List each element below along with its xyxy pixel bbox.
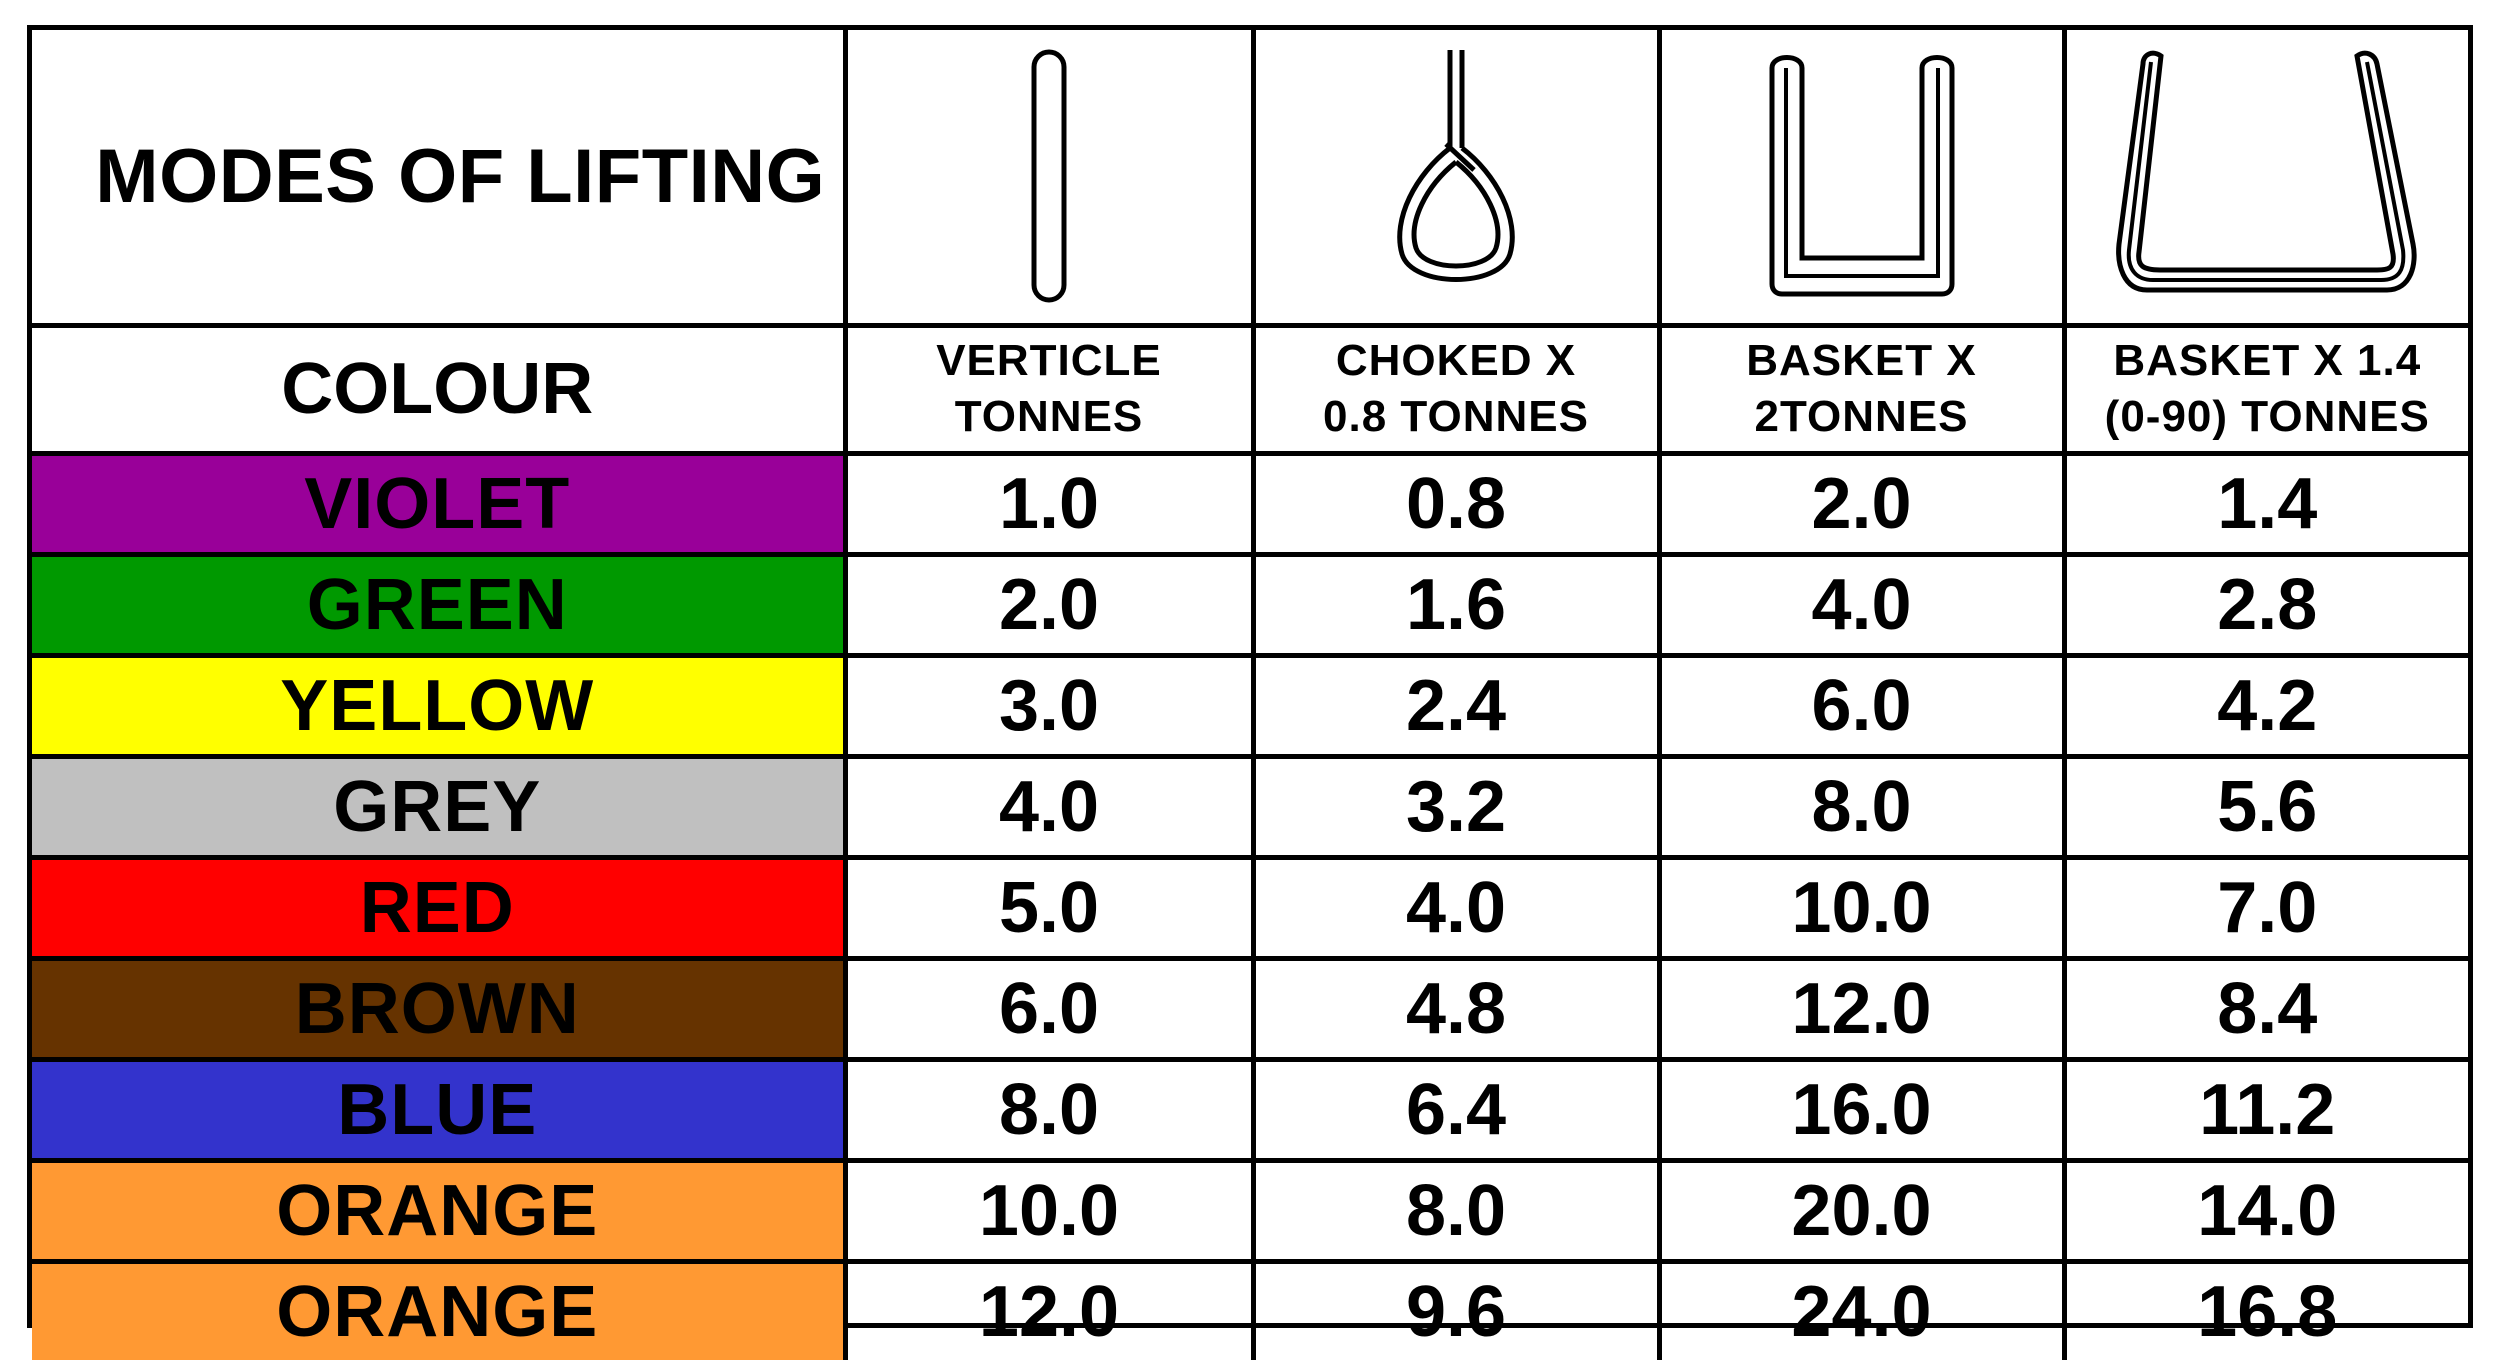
capacity-value: 14.0: [2061, 1157, 2468, 1264]
mode-header-vertical: VERTICLE TONNES: [842, 322, 1256, 456]
colour-cell: RED: [32, 854, 848, 961]
capacity-value: 6.4: [1250, 1056, 1662, 1163]
table-row: ORANGE 10.0 8.0 20.0 14.0: [32, 1157, 2468, 1264]
colour-cell: BLUE: [32, 1056, 848, 1163]
capacity-value: 1.4: [2061, 450, 2468, 557]
table-row: GREEN 2.0 1.6 4.0 2.8: [32, 551, 2468, 658]
capacity-value: 16.8: [2061, 1258, 2468, 1360]
capacity-value: 1.0: [842, 450, 1256, 557]
capacity-value: 2.0: [842, 551, 1256, 658]
mode-header-line1: VERTICLE: [936, 336, 1162, 385]
basket-sling-cell: [1656, 30, 2067, 328]
capacity-value: 2.8: [2061, 551, 2468, 658]
colour-cell: GREEN: [32, 551, 848, 658]
choked-sling-icon: [1397, 50, 1515, 283]
mode-header-line2: TONNES: [954, 392, 1144, 441]
table-row: VIOLET 1.0 0.8 2.0 1.4: [32, 450, 2468, 557]
capacity-value: 5.0: [842, 854, 1256, 961]
mode-header-angled-basket: BASKET X 1.4 (0-90) TONNES: [2061, 322, 2468, 456]
colour-cell: YELLOW: [32, 652, 848, 759]
mode-header-line2: (0-90) TONNES: [2104, 392, 2430, 441]
capacity-value: 4.8: [1250, 955, 1662, 1062]
capacity-value: 4.0: [842, 753, 1256, 860]
table-row: RED 5.0 4.0 10.0 7.0: [32, 854, 2468, 961]
mode-header-basket: BASKET X 2TONNES: [1656, 322, 2067, 456]
capacity-value: 4.2: [2061, 652, 2468, 759]
capacity-value: 12.0: [1656, 955, 2067, 1062]
capacity-value: 8.0: [1656, 753, 2067, 860]
colour-cell: ORANGE: [32, 1258, 848, 1360]
capacity-value: 10.0: [842, 1157, 1256, 1264]
mode-header-choked: CHOKED X 0.8 TONNES: [1250, 322, 1662, 456]
capacity-value: 9.6: [1250, 1258, 1662, 1360]
capacity-value: 6.0: [1656, 652, 2067, 759]
mode-header-line2: 0.8 TONNES: [1323, 392, 1589, 441]
table-row: GREY 4.0 3.2 8.0 5.6: [32, 753, 2468, 860]
choked-sling-cell: [1250, 30, 1662, 328]
colour-header: COLOUR: [32, 322, 848, 456]
vertical-sling-icon: [1031, 49, 1067, 303]
header-row: COLOUR VERTICLE TONNES CHOKED X 0.8 TONN…: [32, 322, 2468, 456]
capacity-value: 24.0: [1656, 1258, 2067, 1360]
vertical-sling-cell: [842, 30, 1256, 328]
colour-cell: ORANGE: [32, 1157, 848, 1264]
capacity-value: 11.2: [2061, 1056, 2468, 1163]
colour-cell: VIOLET: [32, 450, 848, 557]
capacity-value: 2.0: [1656, 450, 2067, 557]
capacity-value: 8.0: [842, 1056, 1256, 1163]
lifting-chart: MODES OF LIFTING: [27, 25, 2473, 1360]
capacity-value: 2.4: [1250, 652, 1662, 759]
capacity-value: 6.0: [842, 955, 1256, 1062]
capacity-value: 3.2: [1250, 753, 1662, 860]
colour-cell: GREY: [32, 753, 848, 860]
capacity-value: 8.0: [1250, 1157, 1662, 1264]
capacity-value: 3.0: [842, 652, 1256, 759]
basket-sling-icon: [1769, 55, 1954, 297]
table-row: YELLOW 3.0 2.4 6.0 4.2: [32, 652, 2468, 759]
icon-row: MODES OF LIFTING: [32, 30, 2468, 328]
capacity-value: 20.0: [1656, 1157, 2067, 1264]
capacity-value: 0.8: [1250, 450, 1662, 557]
capacity-value: 5.6: [2061, 753, 2468, 860]
capacity-value: 12.0: [842, 1258, 1256, 1360]
table-row: BLUE 8.0 6.4 16.0 11.2: [32, 1056, 2468, 1163]
capacity-value: 10.0: [1656, 854, 2067, 961]
capacity-table: MODES OF LIFTING: [32, 30, 2468, 1360]
mode-header-line2: 2TONNES: [1754, 392, 1969, 441]
angled-basket-sling-icon: [2116, 51, 2417, 293]
capacity-value: 7.0: [2061, 854, 2468, 961]
table-row: ORANGE 12.0 9.6 24.0 16.8: [32, 1258, 2468, 1360]
capacity-value: 8.4: [2061, 955, 2468, 1062]
colour-cell: BROWN: [32, 955, 848, 1062]
mode-header-line1: BASKET X 1.4: [2113, 336, 2422, 385]
mode-header-line1: CHOKED X: [1335, 336, 1577, 385]
capacity-value: 1.6: [1250, 551, 1662, 658]
capacity-value: 16.0: [1656, 1056, 2067, 1163]
capacity-value: 4.0: [1250, 854, 1662, 961]
table-row: BROWN 6.0 4.8 12.0 8.4: [32, 955, 2468, 1062]
capacity-value: 4.0: [1656, 551, 2067, 658]
angled-basket-sling-cell: [2061, 30, 2468, 328]
page-title: MODES OF LIFTING: [32, 30, 848, 328]
mode-header-line1: BASKET X: [1746, 336, 1977, 385]
